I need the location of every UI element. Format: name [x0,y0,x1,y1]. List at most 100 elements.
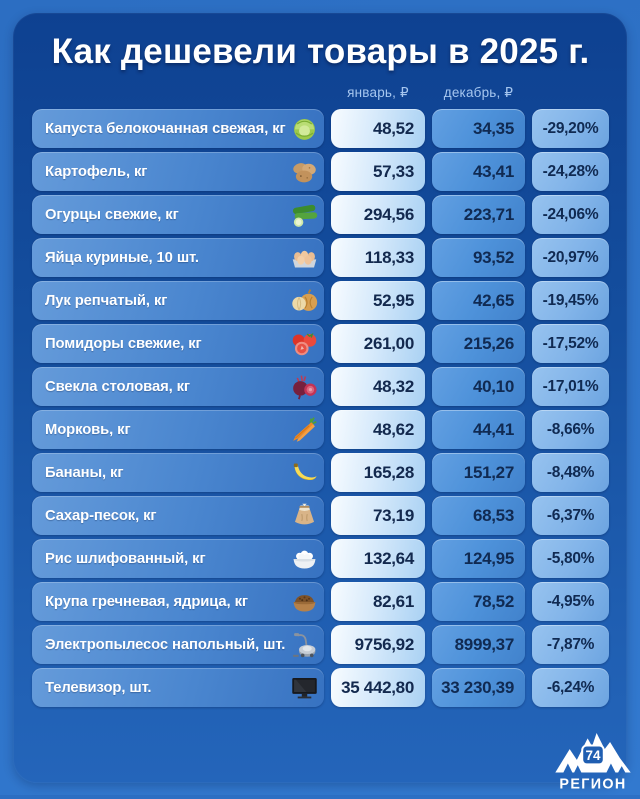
january-price: 48,52 [331,109,425,148]
january-price: 132,64 [331,539,425,578]
change-percent: -20,97% [532,238,609,277]
january-price: 57,33 [331,152,425,191]
january-price: 48,62 [331,410,425,449]
december-price: 223,71 [432,195,525,234]
product-label: Крупа гречневая, ядрица, кг [32,582,324,621]
carrot-icon [290,415,319,444]
product-label: Капуста белокочанная свежая, кг [32,109,324,148]
january-price: 261,00 [331,324,425,363]
tv-icon [290,673,319,702]
product-row: Капуста белокочанная свежая, кг 48,52 34,3… [32,109,609,148]
banana-icon [290,458,319,487]
mountains-logo-icon: 74 РЕГИОН [555,732,631,793]
product-name: Капуста белокочанная свежая, кг [45,120,286,137]
january-price: 165,28 [331,453,425,492]
product-row: Телевизор, шт. 35 442,80 33 230,39 -6,24% [32,668,609,707]
product-label: Телевизор, шт. [32,668,324,707]
january-price: 48,32 [331,367,425,406]
product-row: Рис шлифованный, кг 132,64 124,95 -5,80% [32,539,609,578]
december-price: 93,52 [432,238,525,277]
january-price: 82,61 [331,582,425,621]
product-row: Яйца куриные, 10 шт. 118,33 93,52 -20,97% [32,238,609,277]
product-label: Помидоры свежие, кг [32,324,324,363]
product-row: Картофель, кг 57,33 43,41 -24,28% [32,152,609,191]
december-price: 124,95 [432,539,525,578]
product-name: Помидоры свежие, кг [45,335,202,352]
product-name: Телевизор, шт. [45,679,152,696]
product-name: Электропылесос напольный, шт. [45,636,286,653]
product-label: Морковь, кг [32,410,324,449]
logo-number: 74 [586,748,601,763]
change-percent: -8,66% [532,410,609,449]
change-percent: -8,48% [532,453,609,492]
product-name: Морковь, кг [45,421,131,438]
onion-icon [290,286,319,315]
product-row: Бананы, кг 165,28 151,27 -8,48% [32,453,609,492]
infographic-card: Как дешевели товары в 2025 г. январь, ₽ … [13,13,627,783]
page-title: Как дешевели товары в 2025 г. [51,32,590,71]
change-percent: -24,28% [532,152,609,191]
product-label: Картофель, кг [32,152,324,191]
product-label: Электропылесос напольный, шт. [32,625,324,664]
sugar-sack-icon [290,501,319,530]
change-percent: -5,80% [532,539,609,578]
product-name: Яйца куриные, 10 шт. [45,249,199,266]
potato-icon [290,157,319,186]
product-name: Картофель, кг [45,163,148,180]
product-row: Сахар-песок, кг 73,19 68,53 -6,37% [32,496,609,535]
product-label: Бананы, кг [32,453,324,492]
december-price: 151,27 [432,453,525,492]
change-percent: -17,01% [532,367,609,406]
product-row: Морковь, кг 48,62 44,41 -8,66% [32,410,609,449]
eggs-icon [290,243,319,272]
change-percent: -7,87% [532,625,609,664]
product-table: Капуста белокочанная свежая, кг 48,52 34,3… [32,109,609,707]
cucumber-icon [290,200,319,229]
january-price: 73,19 [331,496,425,535]
rice-bowl-icon [290,544,319,573]
december-price: 42,65 [432,281,525,320]
december-price: 44,41 [432,410,525,449]
product-row: Помидоры свежие, кг 261,00 215,26 -17,52% [32,324,609,363]
vacuum-cleaner-icon [290,630,319,659]
change-percent: -17,52% [532,324,609,363]
change-percent: -24,06% [532,195,609,234]
change-percent: -19,45% [532,281,609,320]
product-row: Свекла столовая, кг 48,32 40,10 -17,01% [32,367,609,406]
column-headers: январь, ₽ декабрь, ₽ [32,83,609,102]
change-percent: -6,24% [532,668,609,707]
logo-name: РЕГИОН [559,777,626,793]
january-price: 294,56 [331,195,425,234]
product-label: Яйца куриные, 10 шт. [32,238,324,277]
product-name: Огурцы свежие, кг [45,206,179,223]
product-row: Крупа гречневая, ядрица, кг 82,61 78,52 -4,… [32,582,609,621]
december-price: 43,41 [432,152,525,191]
region74-logo: 74 РЕГИОН [549,724,637,794]
product-label: Сахар-песок, кг [32,496,324,535]
column-header-december: декабрь, ₽ [443,84,514,100]
january-price: 35 442,80 [331,668,425,707]
product-name: Бананы, кг [45,464,124,481]
beet-icon [290,372,319,401]
product-name: Рис шлифованный, кг [45,550,206,567]
product-label: Огурцы свежие, кг [32,195,324,234]
january-price: 9756,92 [331,625,425,664]
product-name: Сахар-песок, кг [45,507,157,524]
january-price: 118,33 [331,238,425,277]
cabbage-icon [290,114,319,143]
december-price: 8999,37 [432,625,525,664]
product-label: Свекла столовая, кг [32,367,324,406]
december-price: 215,26 [432,324,525,363]
change-percent: -4,95% [532,582,609,621]
december-price: 33 230,39 [432,668,525,707]
january-price: 52,95 [331,281,425,320]
december-price: 78,52 [432,582,525,621]
change-percent: -6,37% [532,496,609,535]
product-row: Огурцы свежие, кг 294,56 223,71 -24,06% [32,195,609,234]
column-header-january: январь, ₽ [347,84,409,100]
product-row: Электропылесос напольный, шт. 9756,92 8999… [32,625,609,664]
change-percent: -29,20% [532,109,609,148]
tomato-icon [290,329,319,358]
product-name: Свекла столовая, кг [45,378,190,395]
product-row: Лук репчатый, кг 52,95 42,65 -19,45% [32,281,609,320]
